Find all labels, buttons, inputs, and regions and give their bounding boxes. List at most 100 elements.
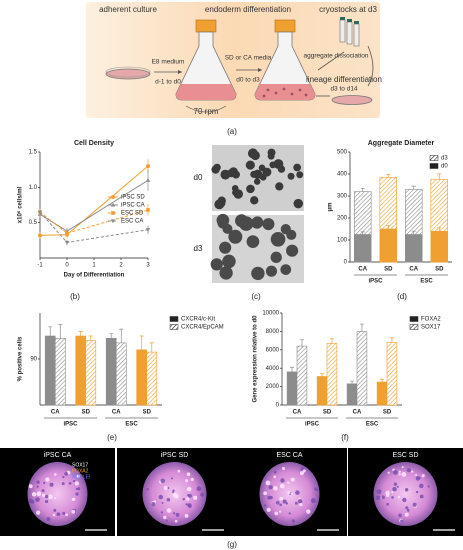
y-tick-label: 500 (337, 150, 348, 156)
marker (110, 219, 116, 224)
marker (146, 208, 150, 212)
x-tick-label: CA (51, 410, 60, 416)
cell-stain (405, 506, 409, 510)
cell-stain (45, 477, 50, 482)
aggregate (280, 224, 291, 235)
cell-stain (294, 501, 298, 505)
x-tick-label: SD (435, 267, 444, 273)
speed-label: 70 rpm (194, 107, 219, 116)
y-tick-label: 4000 (266, 366, 280, 372)
y-tick-label: 90 (30, 357, 37, 363)
y-tick-label: 0.5 (29, 220, 38, 226)
error-bar (88, 335, 93, 341)
cell-stain (306, 509, 311, 514)
aggregate (293, 163, 302, 172)
aggregate (222, 254, 236, 269)
error-bar (386, 174, 391, 178)
panel-label: (d) (397, 292, 407, 301)
bar (85, 340, 97, 406)
cell-stain (158, 494, 163, 500)
legend-label: CXCR4/c-Kit (181, 317, 215, 323)
aggregate (296, 171, 304, 179)
cell-stain (71, 509, 76, 514)
bar (354, 234, 372, 263)
marker (38, 233, 42, 238)
x-tick-label: 1 (92, 263, 96, 269)
aggregate (251, 216, 263, 229)
panel-label: (a) (227, 127, 237, 136)
marker (146, 164, 150, 169)
arrow (317, 51, 345, 71)
flask-cap (274, 19, 296, 33)
cell-stain (200, 492, 205, 497)
panel-label: (f) (341, 433, 349, 442)
rotation-arrow (185, 105, 227, 113)
bar (44, 335, 56, 406)
cell-stain (74, 481, 80, 486)
marker (111, 195, 115, 199)
cell-stain (160, 511, 164, 514)
error-bar (58, 324, 63, 339)
error-bar (350, 380, 355, 384)
error-bar (437, 173, 442, 180)
y-tick-label: 400 (337, 172, 348, 178)
cell-stain (186, 497, 190, 501)
stain-legend: FOXA2 (72, 468, 89, 474)
aggregate (267, 152, 275, 160)
y-axis-label: Gene expression relative to d0 (253, 315, 259, 403)
legend-label: iPSC CA (121, 203, 145, 209)
cell-stain (72, 479, 76, 483)
error-bar (149, 342, 154, 353)
panel-label: (b) (70, 292, 80, 301)
cell-stain (174, 494, 179, 499)
cell-stain (401, 472, 407, 477)
aggregate (253, 178, 261, 185)
x-tick-label: SD (383, 410, 392, 416)
cell-stain (174, 519, 178, 523)
cell-stain (415, 490, 419, 494)
group-label: iPSC (305, 422, 320, 428)
legend-label: SOX17 (421, 325, 441, 331)
cell-stain (165, 519, 168, 522)
flask-cap (195, 19, 217, 33)
cell-stain (151, 501, 156, 507)
legend-label: ESC CA (121, 219, 143, 225)
aggregate (270, 231, 286, 247)
petri-dish-rim (105, 66, 151, 78)
cell-stain (393, 482, 398, 486)
cell-stain (396, 485, 399, 488)
legend-label: ESC SD (121, 211, 144, 217)
series-line (39, 209, 149, 234)
cell-stain (404, 488, 409, 492)
error-bar (360, 231, 365, 235)
cell-stain (146, 488, 149, 491)
y-tick-label: 0 (276, 403, 280, 409)
y-tick-label: 1.5 (29, 150, 38, 156)
cell-stain (381, 495, 385, 500)
cell-stain (279, 496, 284, 501)
bar (296, 345, 308, 406)
image-title: ESC SD (392, 452, 418, 459)
step-label: SD or CA media (225, 55, 272, 62)
petri-dish (331, 95, 373, 105)
cell-stain (295, 490, 300, 495)
cell-stain (56, 512, 61, 517)
step-label: E8 medium (152, 59, 185, 66)
cell-stain (185, 503, 188, 506)
cell-stain (421, 474, 425, 478)
error-bar (411, 185, 416, 190)
x-tick-label: -1 (37, 263, 43, 269)
cell-stain (71, 497, 75, 501)
bar (430, 230, 448, 263)
aggregate (251, 266, 265, 281)
error-bar (329, 338, 334, 344)
cell-stain (68, 482, 72, 485)
cell-stain (77, 487, 81, 491)
cell-stain (375, 495, 381, 501)
aggregate (280, 264, 292, 275)
cell-stain (410, 470, 414, 473)
x-tick-label: CA (409, 267, 418, 273)
step-label: aggregate dissociation (303, 53, 368, 60)
x-tick-label: SD (143, 410, 152, 416)
